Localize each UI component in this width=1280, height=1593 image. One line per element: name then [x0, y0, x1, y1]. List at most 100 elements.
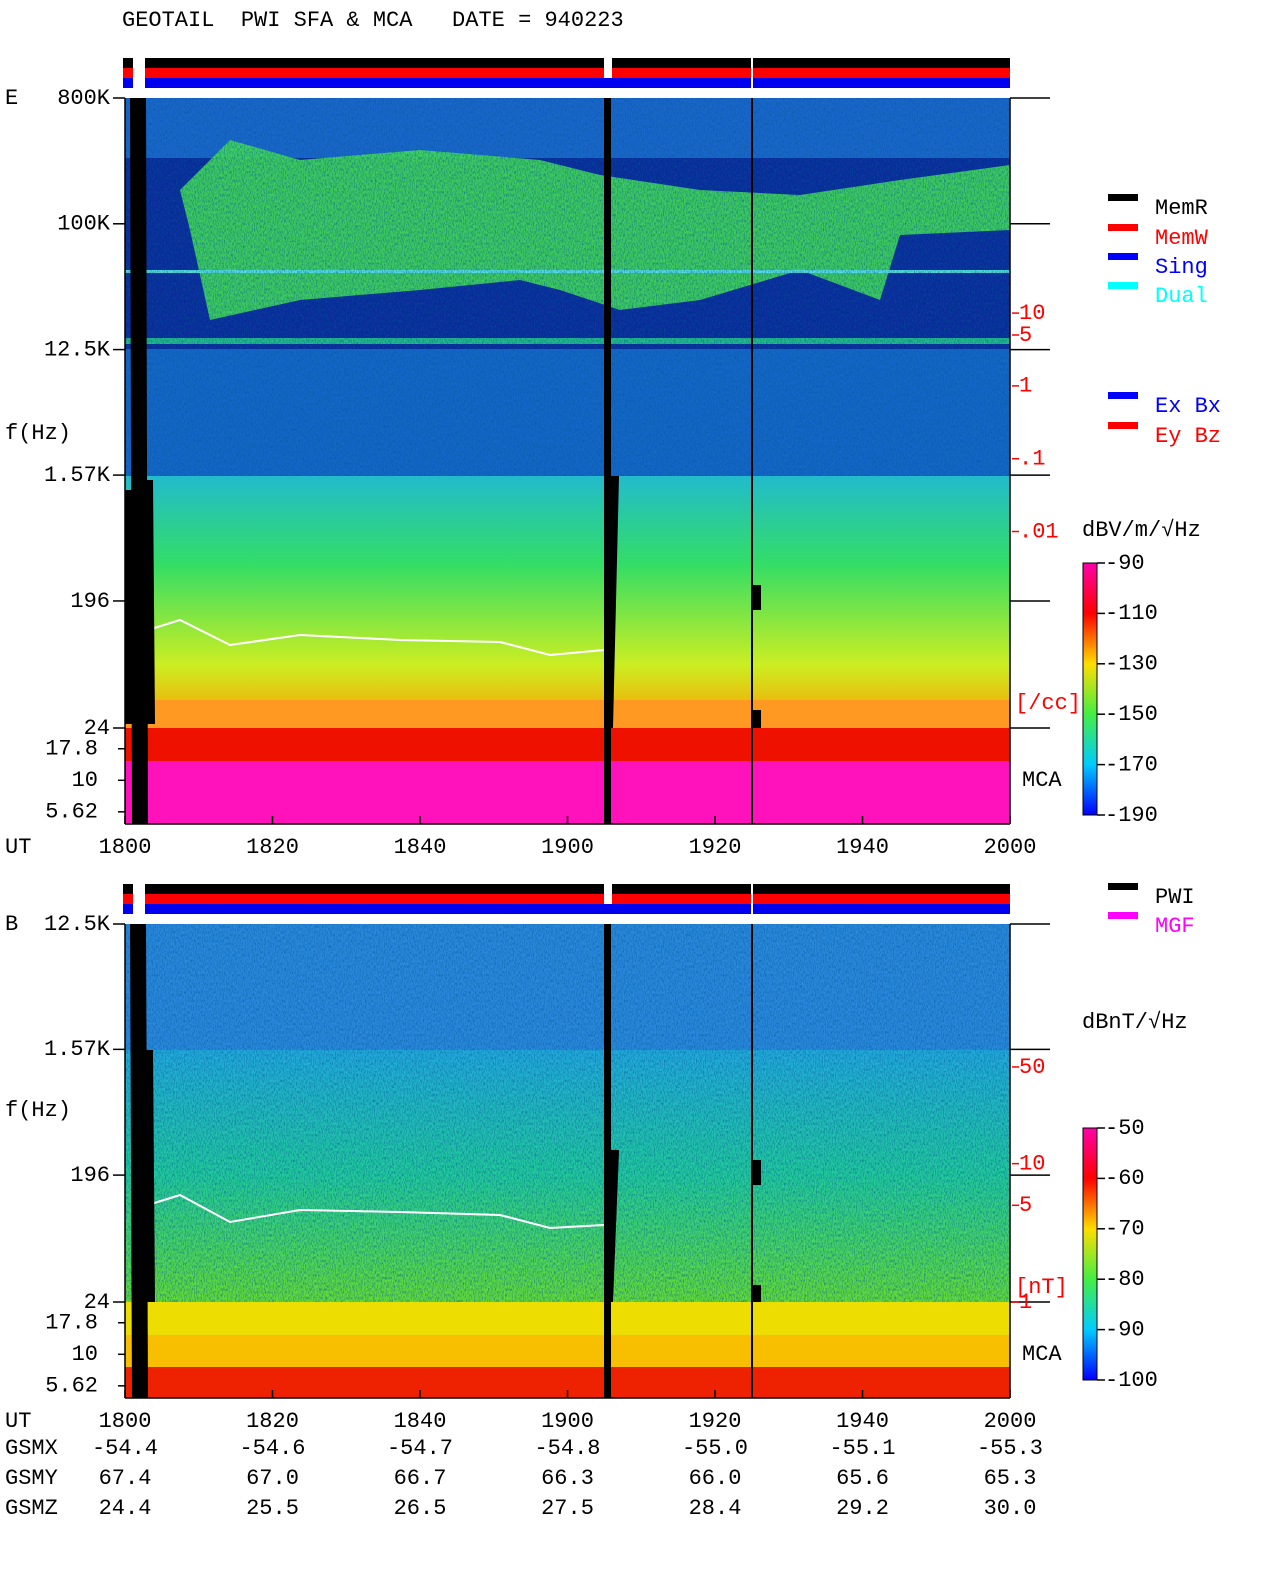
colorbar-tick-label: -50: [1105, 1116, 1145, 1141]
legend-label: Ex Bx: [1155, 394, 1221, 419]
legend-label: Sing: [1155, 255, 1208, 280]
ephemeris-value: 67.4: [99, 1466, 152, 1491]
y-axis-label: f(Hz): [5, 1098, 71, 1123]
legend-label: MemW: [1155, 226, 1209, 251]
colorbar-tick-label: -60: [1105, 1166, 1145, 1191]
ephemeris-value: 27.5: [541, 1496, 594, 1521]
ephemeris-value: -54.4: [92, 1436, 158, 1461]
density-tick-label: .1: [1019, 447, 1045, 472]
legend-label: Dual: [1155, 284, 1208, 309]
x-tick-label: 1840: [394, 1409, 447, 1434]
y-axis-label: f(Hz): [5, 421, 71, 446]
mca-tick-label: 17.8: [45, 1311, 98, 1336]
ephemeris-value: 26.5: [394, 1496, 447, 1521]
ephemeris-value: -54.6: [239, 1436, 305, 1461]
ephemeris-value: 65.3: [984, 1466, 1037, 1491]
legend-swatch: [1108, 912, 1138, 919]
x-tick-label: 1920: [689, 1409, 742, 1434]
colorbar-tick-label: -150: [1105, 702, 1158, 727]
mca-tick-label: 17.8: [45, 737, 98, 762]
density-tick-label: 5: [1019, 323, 1032, 348]
legend-swatch: [1108, 224, 1138, 231]
colorbar-label: dBV/m/√Hz: [1082, 518, 1201, 543]
colorbar-tick-label: -90: [1105, 551, 1145, 576]
x-tick-label: 1940: [836, 1409, 889, 1434]
mca-tick-label: 5.62: [45, 1374, 98, 1399]
mca-label: MCA: [1022, 1342, 1062, 1367]
legend-swatch: [1108, 883, 1138, 890]
density-tick-label: 10: [1019, 301, 1045, 326]
legend-swatch: [1108, 253, 1138, 260]
ephemeris-value: -55.3: [977, 1436, 1043, 1461]
colorbar-tick-label: -110: [1105, 601, 1158, 626]
panel-label: B: [5, 912, 18, 937]
mca-tick-label: 10: [72, 768, 98, 793]
density-label: [/cc]: [1015, 691, 1081, 716]
ephemeris-value: 24.4: [99, 1496, 152, 1521]
colorbar-tick-label: -70: [1105, 1217, 1145, 1242]
ephemeris-value: 30.0: [984, 1496, 1037, 1521]
x-tick-label: 1840: [394, 835, 447, 860]
x-tick-label: 1800: [99, 835, 152, 860]
colorbar-tick-label: -170: [1105, 752, 1158, 777]
ephemeris-value: -55.1: [829, 1436, 895, 1461]
ephemeris-value: -54.7: [387, 1436, 453, 1461]
ephemeris-value: -55.0: [682, 1436, 748, 1461]
x-tick-label: 1900: [541, 835, 594, 860]
chart-title: GEOTAIL PWI SFA & MCA DATE = 940223: [122, 8, 624, 33]
colorbar-tick-label: -190: [1105, 803, 1158, 828]
legend-swatch: [1108, 392, 1138, 399]
density-tick-label: 50: [1019, 1055, 1045, 1080]
legend-swatch: [1108, 422, 1138, 429]
x-tick-label: 1800: [99, 1409, 152, 1434]
colorbar-tick-label: -130: [1105, 652, 1158, 677]
ephemeris-label: GSMY: [5, 1466, 58, 1491]
colorbar-label: dBnT/√Hz: [1082, 1010, 1188, 1035]
mca-tick-label: 10: [72, 1342, 98, 1367]
x-tick-label: 1920: [689, 835, 742, 860]
x-tick-label: 1900: [541, 1409, 594, 1434]
legend-swatch: [1108, 194, 1138, 201]
y-tick-label: 1.57K: [44, 463, 111, 488]
density-label: [nT]: [1015, 1275, 1068, 1300]
ephemeris-value: 66.0: [689, 1466, 742, 1491]
y-tick-label: 196: [70, 589, 110, 614]
ephemeris-value: 25.5: [246, 1496, 299, 1521]
density-tick-label: 10: [1019, 1151, 1045, 1176]
x-tick-label: 2000: [984, 1409, 1037, 1434]
ephemeris-value: 28.4: [689, 1496, 742, 1521]
ephemeris-label: GSMX: [5, 1436, 58, 1461]
colorbar-tick-label: -80: [1105, 1267, 1145, 1292]
density-tick-label: .01: [1019, 519, 1059, 544]
panel-label: E: [5, 86, 18, 111]
x-axis-label: UT: [5, 835, 31, 860]
legend-label: MemR: [1155, 196, 1208, 221]
ephemeris-value: -54.8: [534, 1436, 600, 1461]
ephemeris-label: GSMZ: [5, 1496, 58, 1521]
x-tick-label: 1820: [246, 1409, 299, 1434]
colorbar-tick-label: -90: [1105, 1317, 1145, 1342]
mca-tick-label: 5.62: [45, 800, 98, 825]
density-tick-label: 1: [1019, 374, 1032, 399]
ephemeris-value: 66.7: [394, 1466, 447, 1491]
x-tick-label: 1940: [836, 835, 889, 860]
legend-label: MGF: [1155, 914, 1195, 939]
y-tick-label: 800K: [57, 86, 111, 111]
colorbar: [1082, 1127, 1098, 1381]
ephemeris-value: 67.0: [246, 1466, 299, 1491]
y-tick-label: 24: [84, 716, 110, 741]
y-tick-label: 1.57K: [44, 1037, 111, 1062]
status-bars: [123, 58, 1010, 914]
x-tick-label: 2000: [984, 835, 1037, 860]
y-tick-label: 12.5K: [44, 912, 111, 937]
legend-label: PWI: [1155, 885, 1195, 910]
colorbar-tick-label: -100: [1105, 1368, 1158, 1393]
legend-swatch: [1108, 282, 1138, 289]
ephemeris-value: 29.2: [836, 1496, 889, 1521]
spectrogram-image: [125, 924, 1010, 1398]
density-tick-label: 5: [1019, 1193, 1032, 1218]
y-tick-label: 12.5K: [44, 337, 111, 362]
spectrogram-image: [125, 98, 1010, 824]
ephemeris-value: 66.3: [541, 1466, 594, 1491]
